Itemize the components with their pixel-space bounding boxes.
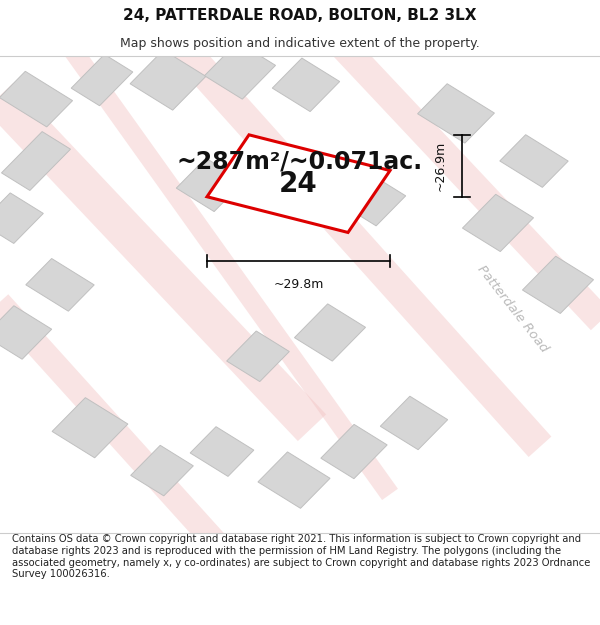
Text: ~287m²/~0.071ac.: ~287m²/~0.071ac. (177, 149, 423, 173)
Polygon shape (258, 452, 330, 508)
Text: ~29.8m: ~29.8m (274, 278, 323, 291)
Polygon shape (130, 50, 206, 110)
Text: 24: 24 (279, 169, 318, 198)
Polygon shape (338, 173, 406, 226)
Polygon shape (1, 132, 71, 191)
Polygon shape (321, 424, 387, 479)
Polygon shape (380, 396, 448, 450)
Polygon shape (463, 194, 533, 251)
Text: Contains OS data © Crown copyright and database right 2021. This information is : Contains OS data © Crown copyright and d… (12, 534, 590, 579)
Polygon shape (176, 158, 244, 212)
Polygon shape (0, 193, 43, 244)
Polygon shape (205, 42, 275, 99)
Polygon shape (52, 398, 128, 458)
Polygon shape (523, 256, 593, 314)
Polygon shape (26, 259, 94, 311)
Polygon shape (500, 135, 568, 188)
Polygon shape (207, 135, 390, 232)
Polygon shape (190, 427, 254, 476)
Text: Patterdale Road: Patterdale Road (475, 262, 551, 354)
Polygon shape (295, 304, 365, 361)
Polygon shape (272, 58, 340, 112)
Text: Map shows position and indicative extent of the property.: Map shows position and indicative extent… (120, 38, 480, 51)
Polygon shape (131, 446, 193, 496)
Polygon shape (0, 71, 73, 127)
Polygon shape (71, 54, 133, 106)
Text: ~26.9m: ~26.9m (434, 141, 447, 191)
Polygon shape (418, 84, 494, 143)
Polygon shape (227, 331, 289, 381)
Text: 24, PATTERDALE ROAD, BOLTON, BL2 3LX: 24, PATTERDALE ROAD, BOLTON, BL2 3LX (123, 8, 477, 23)
Polygon shape (0, 306, 52, 359)
